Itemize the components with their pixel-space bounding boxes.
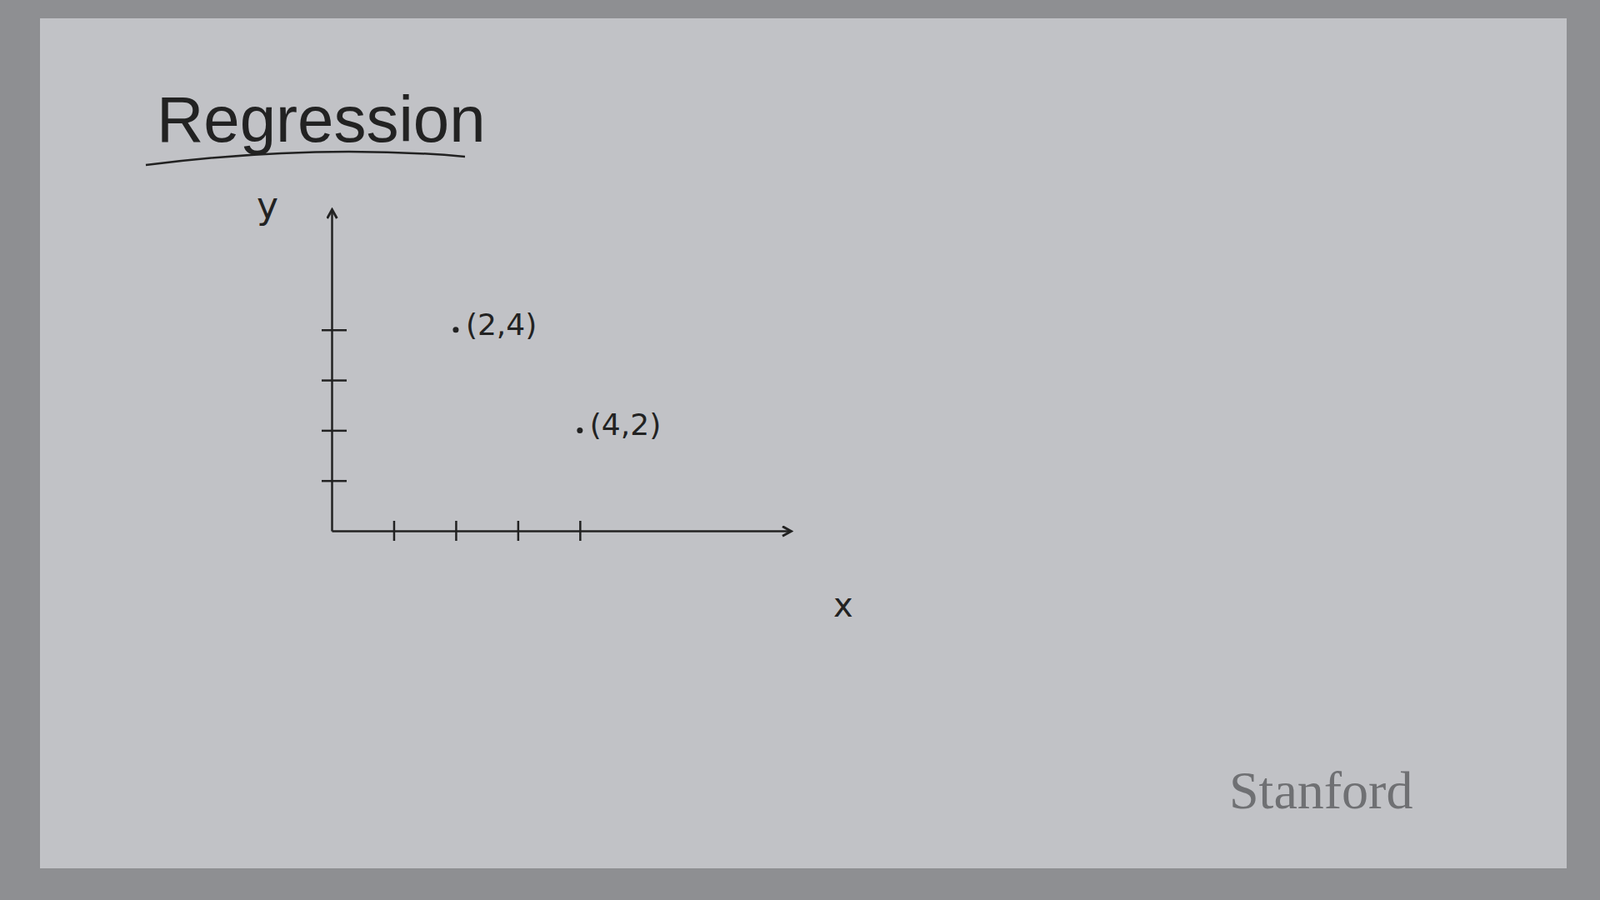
whiteboard: Regression x y (2,4) (4,2) Stanford	[0, 0, 1600, 900]
points	[452, 326, 583, 434]
tick-mark	[321, 379, 347, 382]
y-axis-line	[330, 210, 334, 532]
tick	[321, 380, 347, 381]
tick-mark	[393, 520, 396, 541]
x-axis	[332, 520, 792, 541]
tick	[517, 520, 519, 541]
y-axis-label: y	[256, 184, 279, 227]
title-group: Regression	[145, 82, 486, 165]
tick	[321, 430, 347, 431]
x-axis-line	[332, 530, 792, 533]
tick	[321, 330, 347, 331]
title: Regression	[156, 82, 486, 156]
tick-mark	[321, 329, 347, 332]
title-underline	[145, 151, 465, 165]
tick	[321, 480, 347, 482]
board-surface	[40, 18, 1567, 869]
point	[452, 326, 459, 333]
tick	[455, 520, 457, 541]
x-axis-label: x	[833, 585, 854, 625]
tick	[393, 520, 395, 541]
tick	[580, 520, 581, 541]
watermark: Stanford	[1229, 760, 1413, 820]
point-annotation: (2,4)	[465, 307, 537, 342]
tick-mark	[579, 520, 582, 541]
annotations: (2,4) (4,2)	[465, 307, 661, 443]
board-frame	[0, 0, 1600, 900]
y-axis	[321, 210, 347, 532]
tick-mark	[455, 520, 458, 541]
point	[576, 427, 583, 434]
point-annotation: (4,2)	[590, 407, 661, 442]
tick-mark	[321, 480, 347, 483]
tick-mark	[321, 430, 347, 433]
tick-mark	[517, 520, 520, 541]
